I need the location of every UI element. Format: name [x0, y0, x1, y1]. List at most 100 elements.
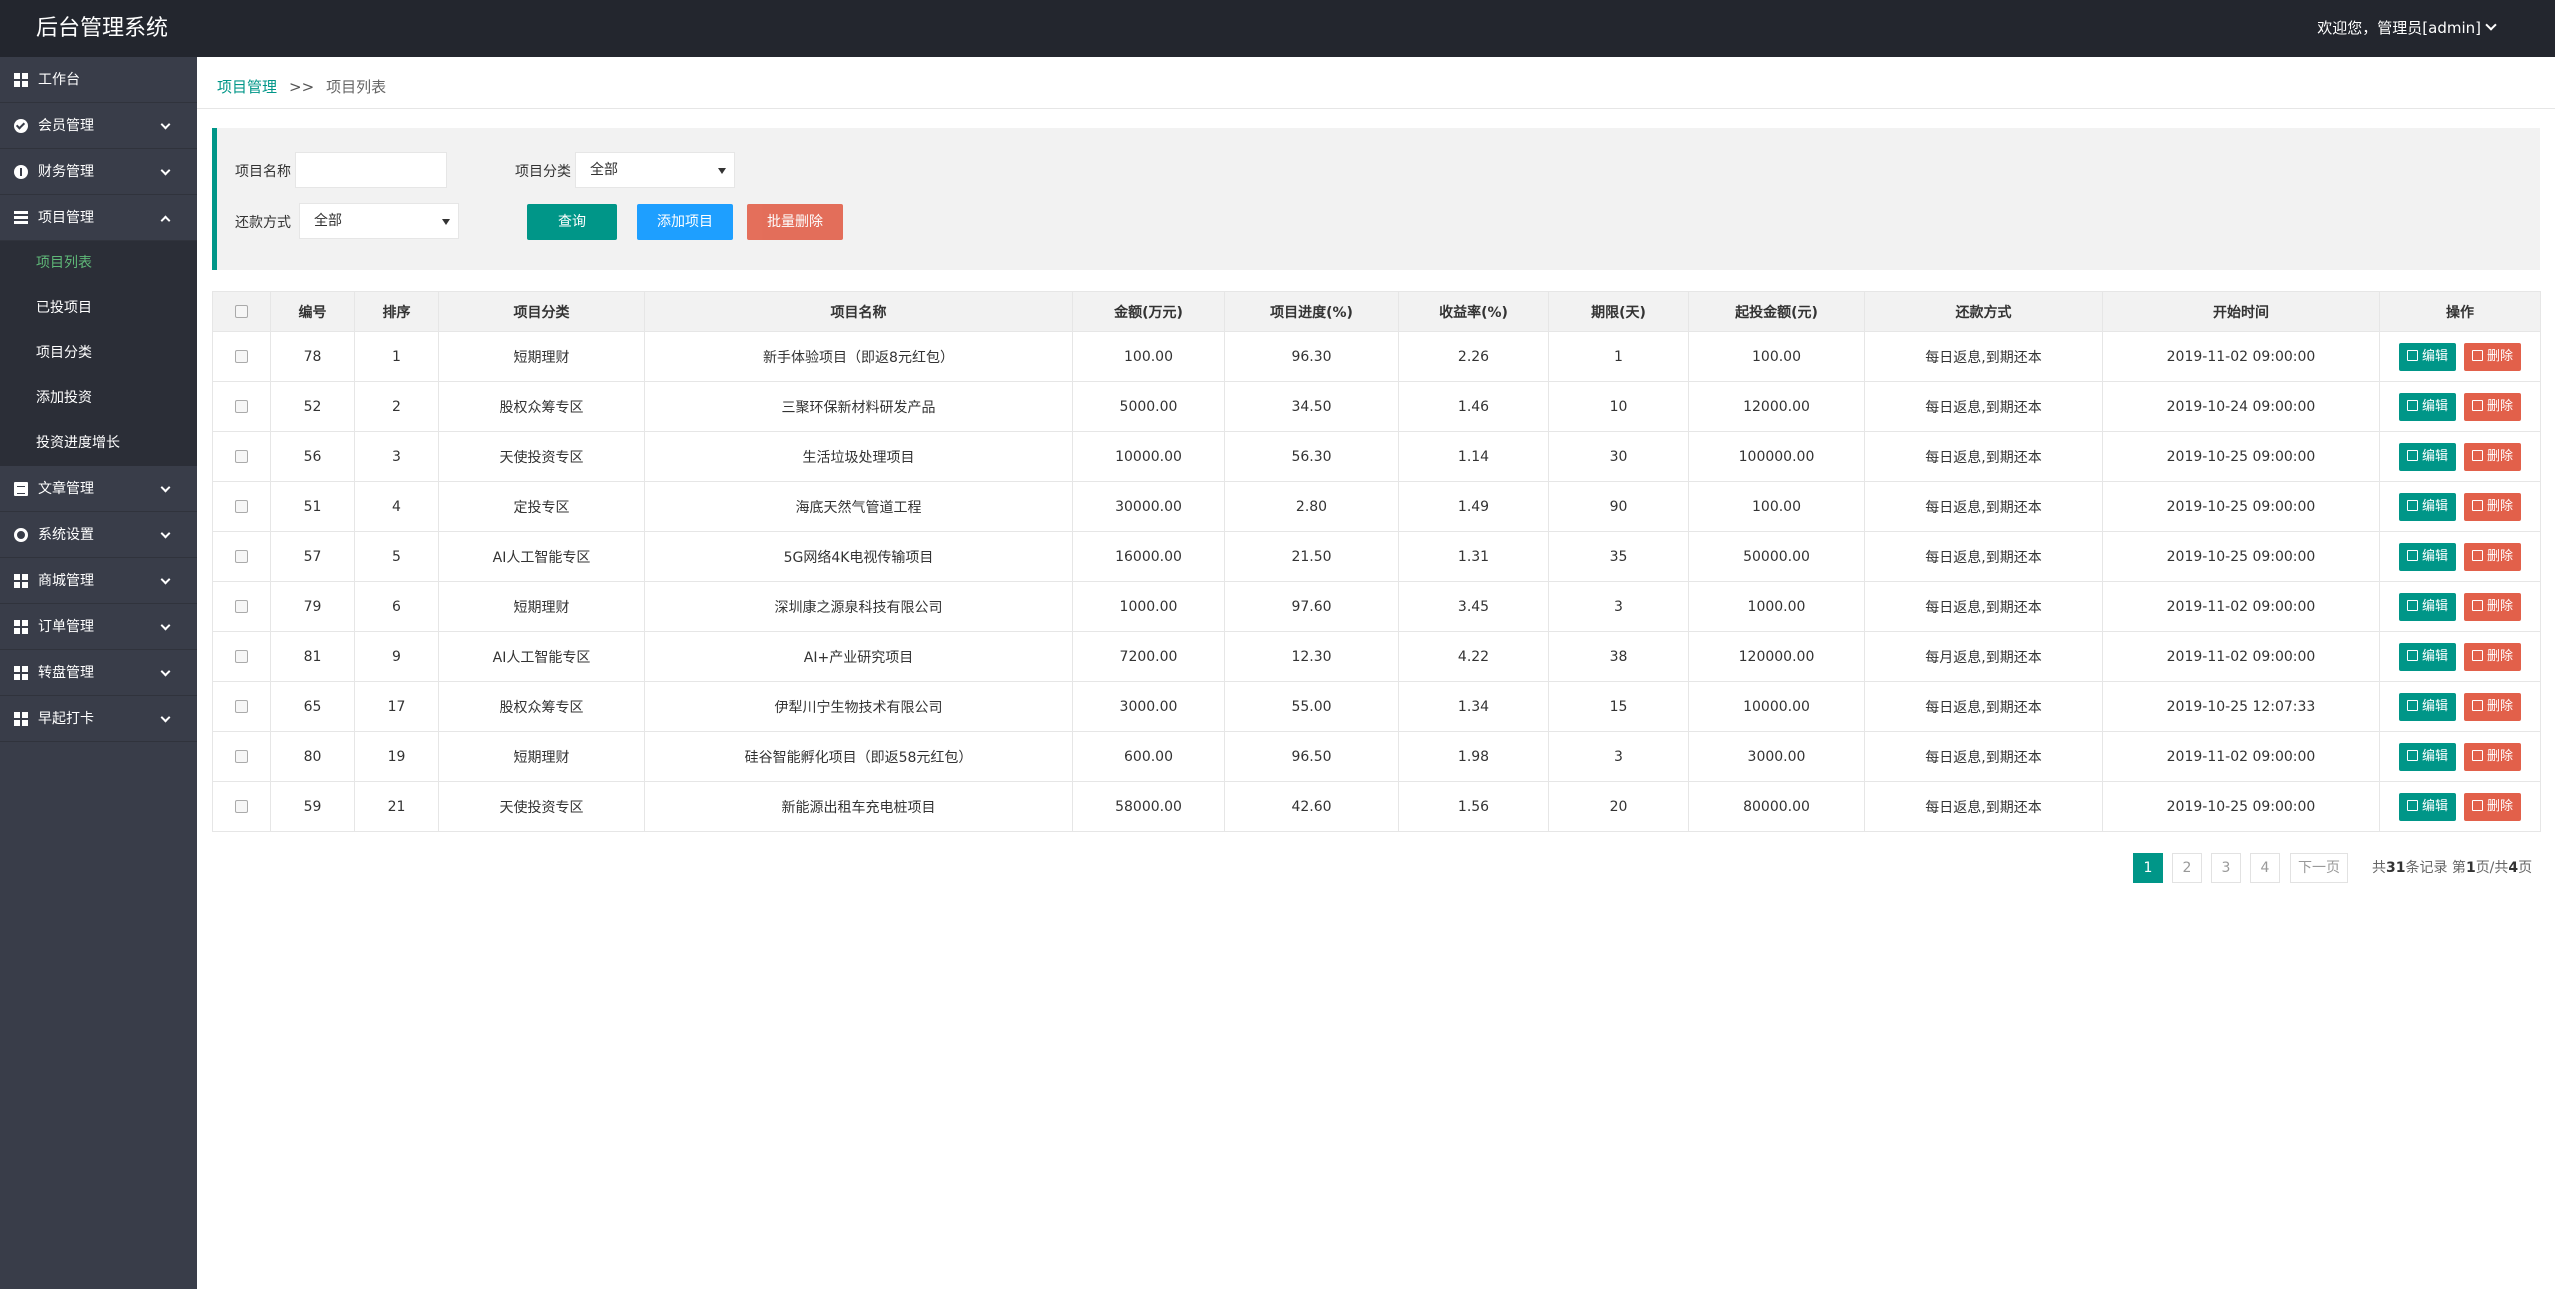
- sidebar-item-dashboard[interactable]: 工作台: [0, 57, 197, 103]
- query-button[interactable]: 查询: [527, 204, 617, 240]
- edit-button[interactable]: 编辑: [2398, 592, 2456, 621]
- row-checkbox[interactable]: [235, 700, 248, 713]
- cell-yield: 1.31: [1398, 531, 1549, 582]
- delete-button[interactable]: 删除: [2464, 492, 2522, 521]
- article-icon: [14, 482, 28, 496]
- sidebar-subitem-investment-progress[interactable]: 投资进度增长: [36, 435, 120, 451]
- cell-term: 30: [1548, 431, 1689, 482]
- row-checkbox[interactable]: [235, 350, 248, 363]
- page-1-button[interactable]: 1: [2133, 853, 2163, 883]
- page-2-button[interactable]: 2: [2172, 853, 2202, 883]
- project-submenu: 项目列表 已投项目 项目分类 添加投资 投资进度增长: [0, 241, 197, 466]
- select-all-checkbox[interactable]: [235, 305, 248, 318]
- row-checkbox[interactable]: [235, 600, 248, 613]
- column-header[interactable]: 项目分类: [438, 291, 645, 332]
- delete-button[interactable]: 删除: [2464, 792, 2522, 821]
- row-actions: 编辑 删除: [2379, 631, 2541, 682]
- column-header[interactable]: 项目进度(%): [1224, 291, 1399, 332]
- cell-amount: 16000.00: [1072, 531, 1225, 582]
- sidebar-subitem-add-investment[interactable]: 添加投资: [36, 390, 92, 406]
- trash-icon: [2472, 549, 2483, 561]
- cell-id: 57: [270, 531, 355, 582]
- sidebar-item-wheel[interactable]: 转盘管理: [0, 650, 197, 696]
- delete-button[interactable]: 删除: [2464, 542, 2522, 571]
- row-checkbox[interactable]: [235, 450, 248, 463]
- edit-button[interactable]: 编辑: [2398, 792, 2456, 821]
- sidebar-item-shop[interactable]: 商城管理: [0, 558, 197, 604]
- cell-yield: 1.34: [1398, 681, 1549, 732]
- row-checkbox[interactable]: [235, 500, 248, 513]
- column-header[interactable]: 排序: [354, 291, 439, 332]
- delete-button[interactable]: 删除: [2464, 592, 2522, 621]
- column-header[interactable]: 还款方式: [1864, 291, 2103, 332]
- page-4-button[interactable]: 4: [2250, 853, 2280, 883]
- column-header[interactable]: 起投金额(元): [1688, 291, 1865, 332]
- chevron-down-icon: [160, 620, 171, 631]
- cell-sort: 1: [354, 331, 439, 382]
- breadcrumb-parent-link[interactable]: 项目管理: [217, 78, 278, 96]
- user-menu[interactable]: 欢迎您，管理员[admin]: [2317, 0, 2497, 57]
- row-checkbox[interactable]: [235, 750, 248, 763]
- sidebar-item-members[interactable]: 会员管理: [0, 103, 197, 149]
- row-checkbox[interactable]: [235, 400, 248, 413]
- cell-term: 38: [1548, 631, 1689, 682]
- delete-button[interactable]: 删除: [2464, 692, 2522, 721]
- sidebar-subitem-invested-projects[interactable]: 已投项目: [36, 300, 92, 316]
- filter-panel: 项目名称 项目分类 全部 还款方式 全部 查询 添加项目 批量删除: [212, 128, 2540, 270]
- cell-yield: 1.14: [1398, 431, 1549, 482]
- sidebar-item-articles[interactable]: 文章管理: [0, 466, 197, 512]
- column-header[interactable]: 收益率(%): [1398, 291, 1549, 332]
- cell-id: 56: [270, 431, 355, 482]
- delete-button[interactable]: 删除: [2464, 392, 2522, 421]
- column-header[interactable]: 项目名称: [644, 291, 1073, 332]
- cell-amount: 7200.00: [1072, 631, 1225, 682]
- edit-button[interactable]: 编辑: [2398, 692, 2456, 721]
- sidebar-item-label: 转盘管理: [38, 665, 94, 681]
- sidebar-item-orders[interactable]: 订单管理: [0, 604, 197, 650]
- project-category-select[interactable]: 全部: [575, 152, 735, 188]
- delete-button[interactable]: 删除: [2464, 742, 2522, 771]
- wheel-icon: [14, 666, 28, 680]
- cell-start-time: 2019-10-24 09:00:00: [2102, 381, 2380, 432]
- column-header[interactable]: 金额(万元): [1072, 291, 1225, 332]
- delete-button[interactable]: 删除: [2464, 342, 2522, 371]
- edit-button[interactable]: 编辑: [2398, 392, 2456, 421]
- cell-name: 硅谷智能孵化项目（即返58元红包）: [644, 731, 1073, 782]
- sidebar-item-checkin[interactable]: 早起打卡: [0, 696, 197, 742]
- edit-button[interactable]: 编辑: [2398, 342, 2456, 371]
- column-header[interactable]: 期限(天): [1548, 291, 1689, 332]
- cell-term: 3: [1548, 731, 1689, 782]
- cell-repay-method: 每日返息,到期还本: [1864, 381, 2103, 432]
- project-name-input[interactable]: [295, 152, 447, 188]
- add-project-button[interactable]: 添加项目: [637, 204, 733, 240]
- row-actions: 编辑 删除: [2379, 381, 2541, 432]
- edit-button[interactable]: 编辑: [2398, 442, 2456, 471]
- edit-button[interactable]: 编辑: [2398, 492, 2456, 521]
- sidebar-item-settings[interactable]: 系统设置: [0, 512, 197, 558]
- sidebar-item-projects[interactable]: 项目管理: [0, 195, 197, 241]
- delete-button[interactable]: 删除: [2464, 442, 2522, 471]
- batch-delete-button[interactable]: 批量删除: [747, 204, 843, 240]
- column-header[interactable]: 开始时间: [2102, 291, 2380, 332]
- sidebar-item-finance[interactable]: 财务管理: [0, 149, 197, 195]
- chevron-down-icon: [160, 482, 171, 493]
- cell-min-invest: 100.00: [1688, 481, 1865, 532]
- edit-button[interactable]: 编辑: [2398, 642, 2456, 671]
- repay-method-select[interactable]: 全部: [299, 203, 459, 239]
- row-checkbox[interactable]: [235, 650, 248, 663]
- cell-name: 5G网络4K电视传输项目: [644, 531, 1073, 582]
- sidebar-item-label: 工作台: [38, 72, 80, 88]
- edit-button[interactable]: 编辑: [2398, 542, 2456, 571]
- cell-name: 伊犁川宁生物技术有限公司: [644, 681, 1073, 732]
- page-3-button[interactable]: 3: [2211, 853, 2241, 883]
- row-checkbox[interactable]: [235, 800, 248, 813]
- sidebar-subitem-project-list[interactable]: 项目列表: [36, 255, 92, 271]
- next-page-button[interactable]: 下一页: [2290, 853, 2348, 883]
- chevron-down-icon: [160, 119, 171, 130]
- delete-button[interactable]: 删除: [2464, 642, 2522, 671]
- column-header[interactable]: 编号: [270, 291, 355, 332]
- sidebar-subitem-project-category[interactable]: 项目分类: [36, 345, 92, 361]
- edit-button[interactable]: 编辑: [2398, 742, 2456, 771]
- row-actions: 编辑 删除: [2379, 481, 2541, 532]
- row-checkbox[interactable]: [235, 550, 248, 563]
